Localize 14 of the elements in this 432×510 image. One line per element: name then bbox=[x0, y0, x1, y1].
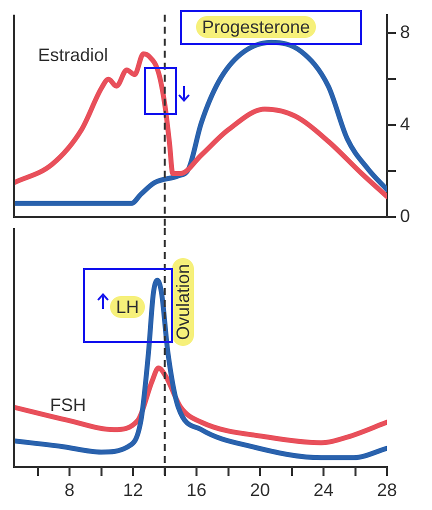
series-label: Progesterone bbox=[196, 16, 316, 38]
series-label: Estradiol bbox=[37, 44, 110, 66]
series-label: FSH bbox=[49, 394, 87, 416]
y-tick-label: 0 bbox=[400, 206, 410, 226]
y-tick-label: 4 bbox=[400, 114, 410, 134]
y-tick-label: 8 bbox=[400, 22, 410, 42]
x-tick-label: 24 bbox=[313, 480, 334, 500]
x-tick-label: 16 bbox=[186, 480, 207, 500]
x-tick-label: 20 bbox=[250, 480, 270, 500]
series-label: LH bbox=[110, 296, 146, 318]
x-tick-label: 12 bbox=[123, 480, 144, 500]
x-tick-label: 28 bbox=[376, 480, 398, 500]
x-tick-label: 8 bbox=[64, 480, 75, 500]
ref-line-label: Ovulation bbox=[172, 258, 194, 346]
